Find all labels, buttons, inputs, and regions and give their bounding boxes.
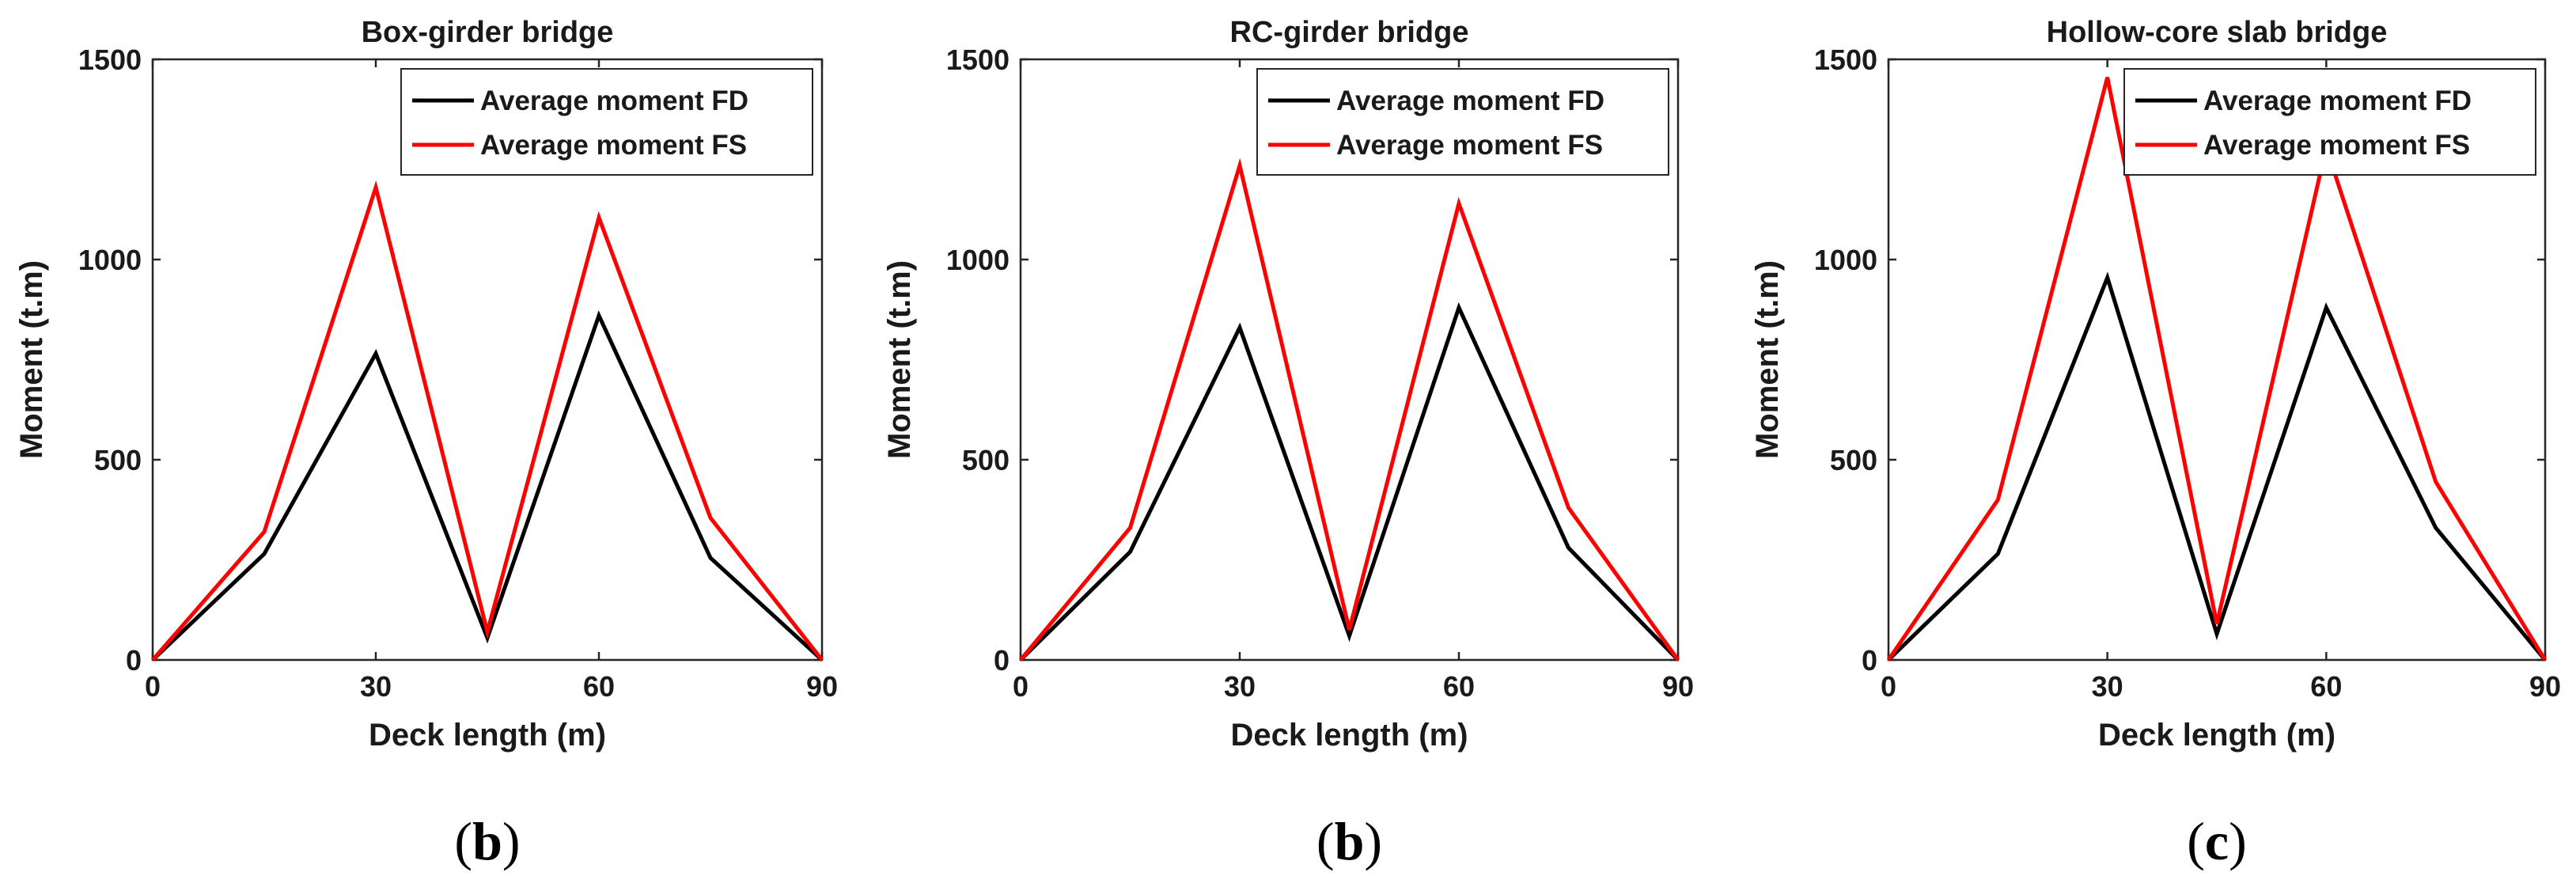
x-tick-label: 90 — [2529, 670, 2561, 703]
y-tick-label: 1000 — [946, 244, 1010, 276]
y-tick-label: 0 — [126, 644, 142, 677]
y-tick-label: 1000 — [78, 244, 142, 276]
x-axis-label: Deck length (m) — [1230, 718, 1468, 753]
panel-label: (b) — [1316, 811, 1382, 871]
legend: Average moment FD Average moment FS — [400, 68, 813, 176]
legend-label: Average moment FS — [480, 130, 747, 161]
x-tick-label: 90 — [806, 670, 838, 703]
chart-title: Box-girder bridge — [362, 16, 614, 49]
y-tick-label: 0 — [994, 644, 1010, 677]
legend-label: Average moment FD — [1336, 85, 1604, 116]
panel-letter: b — [1335, 811, 1365, 871]
x-tick-label: 60 — [1443, 670, 1475, 703]
y-tick-label: 1500 — [78, 44, 142, 76]
x-tick-label: 30 — [360, 670, 392, 703]
panel-letter: b — [472, 811, 502, 871]
legend-label: Average moment FD — [2203, 85, 2472, 116]
panel-letter: c — [2205, 811, 2229, 871]
legend: Average moment FD Average moment FS — [1256, 68, 1669, 176]
y-axis-label: Moment (t.m) — [1750, 260, 1785, 459]
chart-title: RC-girder bridge — [1230, 16, 1469, 49]
x-axis-label: Deck length (m) — [2098, 718, 2335, 753]
series-line-fd — [1019, 301, 1680, 662]
legend-box — [400, 68, 813, 176]
y-tick-label: 500 — [1830, 444, 1877, 476]
x-tick-label: 30 — [2092, 670, 2123, 703]
x-tick-label: 90 — [1662, 670, 1694, 703]
chart-panel-1: Box-girder bridge 0 30 60 90 0 500 1000 1500 Deck… — [14, 16, 838, 871]
series-line-fs — [1886, 77, 2548, 662]
y-tick-label: 1000 — [1814, 244, 1877, 276]
panel-label: (b) — [454, 811, 520, 871]
y-axis-label: Moment (t.m) — [14, 260, 49, 459]
legend-label: Average moment FD — [480, 85, 748, 116]
chart-panel-2: RC-girder bridge 0 30 60 90 0 500 1000 1500 Deck … — [882, 16, 1694, 871]
x-tick-label: 60 — [2310, 670, 2342, 703]
series-line-fs — [1019, 157, 1680, 662]
x-axis-label: Deck length (m) — [369, 718, 606, 753]
series-line-fd — [1887, 271, 2547, 662]
y-tick-label: 500 — [962, 444, 1010, 476]
legend: Average moment FD Average moment FS — [2123, 68, 2536, 176]
panel-label: (c) — [2187, 811, 2247, 871]
y-tick-label: 1500 — [946, 44, 1010, 76]
y-tick-label: 1500 — [1814, 44, 1877, 76]
x-tick-label: 0 — [145, 670, 161, 703]
legend-box — [1256, 68, 1669, 176]
x-tick-label: 0 — [1881, 670, 1896, 703]
y-tick-label: 500 — [94, 444, 142, 476]
x-tick-label: 30 — [1224, 670, 1256, 703]
legend-label: Average moment FS — [1336, 130, 1603, 161]
y-tick-label: 0 — [1862, 644, 1877, 677]
legend-box — [2123, 68, 2536, 176]
x-tick-label: 60 — [583, 670, 615, 703]
legend-label: Average moment FS — [2203, 130, 2470, 161]
chart-panel-3: Hollow-core slab bridge 0 30 60 90 0 500 1000 15… — [1750, 16, 2561, 871]
chart-title: Hollow-core slab bridge — [2047, 16, 2388, 49]
y-axis-label: Moment (t.m) — [882, 260, 917, 459]
series-line-fs — [151, 180, 824, 662]
x-tick-label: 0 — [1013, 670, 1029, 703]
